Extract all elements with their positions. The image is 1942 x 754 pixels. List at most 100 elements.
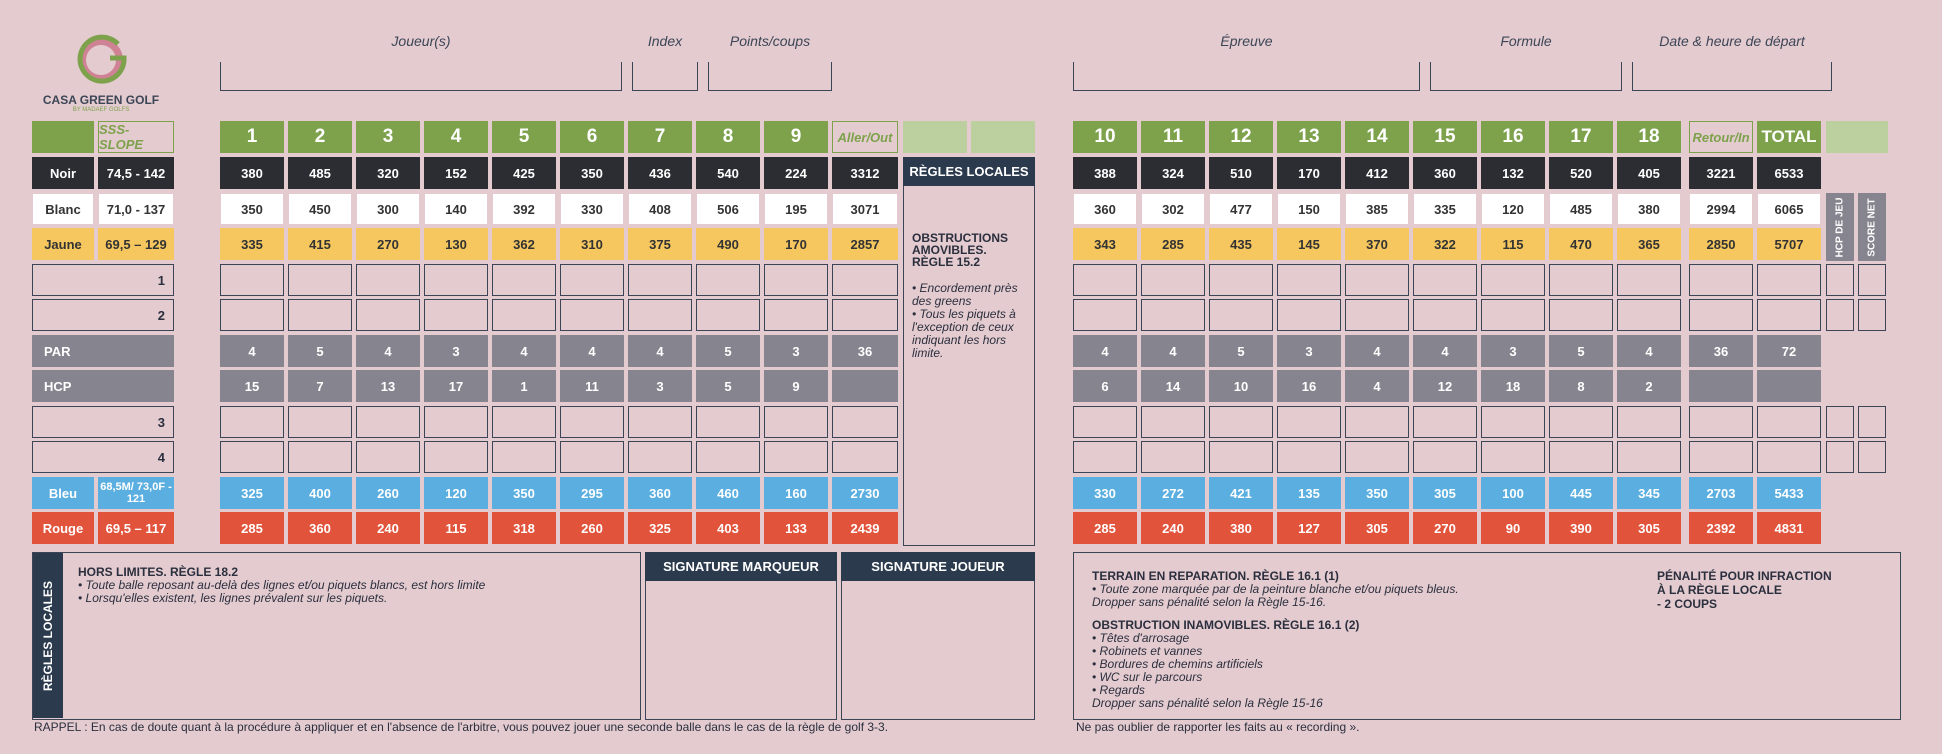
score-input[interactable] [220, 406, 284, 438]
score-input[interactable] [1209, 264, 1273, 296]
score-input[interactable] [628, 441, 692, 473]
score-input[interactable] [696, 406, 760, 438]
hcp-jeu-input[interactable] [1826, 441, 1854, 473]
score-input[interactable] [1617, 299, 1681, 331]
score-input[interactable] [1073, 299, 1137, 331]
score-input[interactable] [832, 406, 898, 438]
score-input[interactable] [356, 441, 420, 473]
score-input[interactable] [424, 406, 488, 438]
score-input[interactable] [1073, 264, 1137, 296]
score-input[interactable] [560, 264, 624, 296]
score-input[interactable] [560, 441, 624, 473]
score-input[interactable] [1413, 441, 1477, 473]
score-input[interactable] [220, 441, 284, 473]
score-input[interactable] [1481, 406, 1545, 438]
date-field[interactable] [1632, 62, 1832, 91]
score-input[interactable] [288, 441, 352, 473]
score-input[interactable] [1209, 299, 1273, 331]
index-field[interactable] [632, 62, 698, 91]
score-input[interactable] [1345, 406, 1409, 438]
score-input[interactable] [1209, 406, 1273, 438]
score-net-input[interactable] [1858, 441, 1886, 473]
score-input[interactable] [764, 264, 828, 296]
score-input[interactable] [1689, 299, 1753, 331]
score-input[interactable] [1413, 264, 1477, 296]
score-input[interactable] [1277, 299, 1341, 331]
score-input[interactable] [288, 406, 352, 438]
score-input[interactable] [1549, 441, 1613, 473]
score-input[interactable] [696, 299, 760, 331]
score-input[interactable] [832, 264, 898, 296]
score-input[interactable] [1481, 441, 1545, 473]
signature-marqueur-field[interactable] [645, 581, 837, 720]
score-input[interactable] [1345, 299, 1409, 331]
score-input[interactable] [356, 264, 420, 296]
score-input[interactable] [424, 299, 488, 331]
points-field[interactable] [708, 62, 832, 91]
score-input[interactable] [1617, 264, 1681, 296]
score-input[interactable] [832, 441, 898, 473]
score-input[interactable] [1345, 264, 1409, 296]
score-input[interactable] [492, 264, 556, 296]
score-input[interactable] [696, 264, 760, 296]
score-input[interactable] [764, 441, 828, 473]
score-input[interactable] [628, 299, 692, 331]
score-input[interactable] [1277, 441, 1341, 473]
score-input[interactable] [1141, 264, 1205, 296]
hcp-jeu-input[interactable] [1826, 264, 1854, 296]
joueurs-field[interactable] [220, 62, 622, 91]
score-input[interactable] [764, 299, 828, 331]
score-input[interactable] [1141, 441, 1205, 473]
score-net-input[interactable] [1858, 299, 1886, 331]
score-input[interactable] [1209, 441, 1273, 473]
score-input[interactable] [1073, 406, 1137, 438]
score-input[interactable] [492, 299, 556, 331]
score-input[interactable] [220, 264, 284, 296]
score-input[interactable] [1345, 441, 1409, 473]
score-input[interactable] [1617, 406, 1681, 438]
score-input[interactable] [288, 264, 352, 296]
score-input[interactable] [1481, 299, 1545, 331]
score-input[interactable] [1073, 441, 1137, 473]
hcp-jeu-input[interactable] [1826, 406, 1854, 438]
score-input[interactable] [220, 299, 284, 331]
epreuve-field[interactable] [1073, 62, 1420, 91]
score-input[interactable] [1481, 264, 1545, 296]
score-input[interactable] [1757, 406, 1821, 438]
score-input[interactable] [1413, 299, 1477, 331]
score-input[interactable] [696, 441, 760, 473]
score-input[interactable] [1617, 441, 1681, 473]
score-net-input[interactable] [1858, 406, 1886, 438]
hcp-jeu-input[interactable] [1826, 299, 1854, 331]
signature-joueur-field[interactable] [841, 581, 1035, 720]
score-input[interactable] [424, 264, 488, 296]
score-input[interactable] [1689, 441, 1753, 473]
score-input[interactable] [492, 406, 556, 438]
score-input[interactable] [1689, 406, 1753, 438]
score-input[interactable] [1757, 441, 1821, 473]
score-input[interactable] [560, 299, 624, 331]
formule-field[interactable] [1430, 62, 1622, 91]
score-input[interactable] [1549, 406, 1613, 438]
score-input[interactable] [628, 264, 692, 296]
score-input[interactable] [288, 299, 352, 331]
score-input[interactable] [1757, 264, 1821, 296]
score-input[interactable] [1689, 264, 1753, 296]
score-input[interactable] [1757, 299, 1821, 331]
score-input[interactable] [356, 299, 420, 331]
score-input[interactable] [832, 299, 898, 331]
score-input[interactable] [1413, 406, 1477, 438]
score-input[interactable] [492, 441, 556, 473]
score-input[interactable] [424, 441, 488, 473]
score-input[interactable] [1549, 299, 1613, 331]
score-input[interactable] [1277, 406, 1341, 438]
score-net-input[interactable] [1858, 264, 1886, 296]
score-input[interactable] [764, 406, 828, 438]
score-input[interactable] [1141, 406, 1205, 438]
score-input[interactable] [1141, 299, 1205, 331]
score-input[interactable] [1549, 264, 1613, 296]
score-input[interactable] [1277, 264, 1341, 296]
score-input[interactable] [560, 406, 624, 438]
score-input[interactable] [356, 406, 420, 438]
score-input[interactable] [628, 406, 692, 438]
